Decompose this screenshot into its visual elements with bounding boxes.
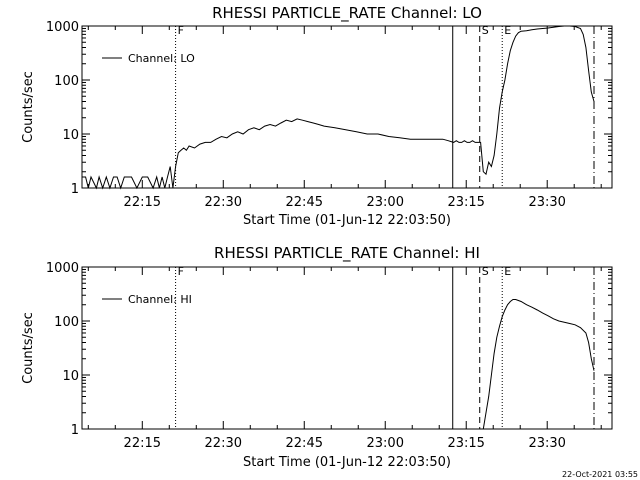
- x-tick-label: 23:15: [447, 436, 484, 451]
- y-tick-label: 100: [54, 315, 79, 330]
- x-tick-label: 22:30: [205, 195, 242, 210]
- x-tick-label: 23:30: [528, 436, 565, 451]
- y-tick-label: 100: [54, 74, 79, 89]
- x-tick-label: 23:15: [447, 195, 484, 210]
- data-series-line: [82, 25, 595, 190]
- plot-frame: [81, 266, 613, 430]
- x-tick-label: 22:45: [286, 436, 323, 451]
- y-tick-label: 1: [71, 423, 79, 438]
- y-tick-label: 1000: [46, 20, 79, 35]
- timestamp: 22-Oct-2021 03:55: [562, 470, 638, 479]
- x-tick-label: 23:00: [367, 436, 404, 451]
- chart-title: RHESSI PARTICLE_RATE Channel: LO: [212, 4, 482, 23]
- x-tick-label: 23:30: [528, 195, 565, 210]
- x-tick-label: 22:45: [286, 195, 323, 210]
- x-axis-title: Start Time (01-Jun-12 22:03:50): [243, 213, 451, 228]
- event-marker-label: S: [482, 265, 489, 278]
- x-tick-label: 23:00: [367, 195, 404, 210]
- event-marker-label: E: [504, 24, 511, 37]
- chart-title: RHESSI PARTICLE_RATE Channel: HI: [214, 244, 480, 263]
- event-marker-label: F: [178, 265, 184, 278]
- y-tick-label: 10: [62, 369, 79, 384]
- x-tick-label: 22:15: [124, 195, 161, 210]
- x-tick-label: 22:15: [124, 436, 161, 451]
- event-marker-label: E: [504, 265, 511, 278]
- y-axis-title: Counts/sec: [21, 312, 36, 384]
- legend-label: Channel: HI: [128, 293, 192, 306]
- hi-channel-panel: RHESSI PARTICLE_RATE Channel: HI Start Ti…: [21, 244, 613, 470]
- lo-channel-panel: RHESSI PARTICLE_RATE Channel: LO Start Ti…: [21, 4, 613, 228]
- data-series-line: [482, 299, 595, 430]
- y-tick-label: 1000: [46, 261, 79, 276]
- event-marker-label: S: [482, 24, 489, 37]
- x-axis-title: Start Time (01-Jun-12 22:03:50): [243, 455, 451, 470]
- plot-frame: [81, 25, 613, 189]
- y-tick-label: 1: [71, 182, 79, 197]
- legend-label: Channel: LO: [128, 52, 195, 65]
- y-tick-label: 10: [62, 128, 79, 143]
- x-tick-label: 22:30: [205, 436, 242, 451]
- y-axis-title: Counts/sec: [21, 71, 36, 143]
- event-marker-label: F: [178, 24, 184, 37]
